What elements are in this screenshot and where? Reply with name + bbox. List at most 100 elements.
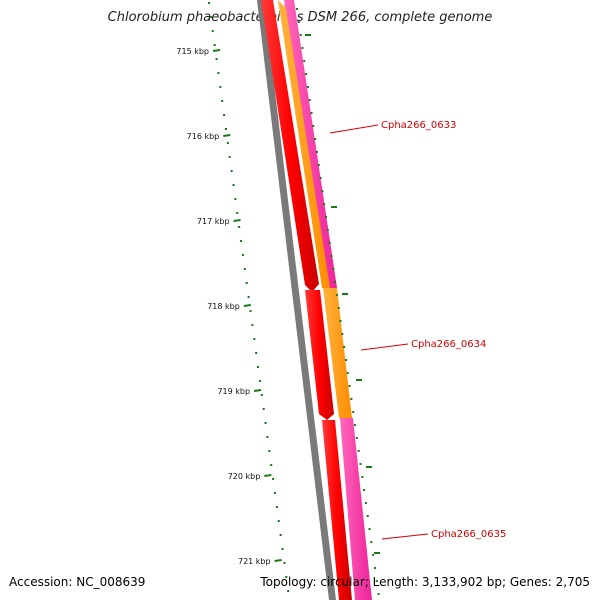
gc-dot — [346, 372, 349, 374]
gc-dot — [370, 541, 373, 543]
gc-dot — [339, 320, 342, 322]
genome-backbone — [257, 0, 336, 600]
gene-label-0634[interactable]: Cpha266_0634 — [411, 339, 486, 350]
gc-dot — [219, 86, 222, 88]
gc-dot — [348, 385, 351, 387]
gc-dot — [279, 534, 282, 536]
gc-dot — [310, 112, 313, 114]
gc-dot — [257, 366, 260, 368]
gc-dot — [341, 333, 344, 335]
gc-dot — [330, 255, 333, 257]
tick-mark — [243, 304, 251, 307]
gc-dot — [350, 398, 353, 400]
reverse-strand-track — [278, 0, 372, 600]
gc-dot — [308, 99, 311, 101]
gc-dot — [275, 506, 278, 508]
reverse-gene-pink[interactable] — [340, 418, 372, 600]
gc-dot — [236, 212, 239, 214]
label-leader-line — [381, 533, 429, 540]
reverse-gene-orange[interactable] — [278, 0, 330, 288]
accession-label: Accession: NC_008639 — [9, 575, 146, 589]
gc-dot — [357, 450, 360, 452]
label-leader-line — [329, 124, 379, 134]
gc-dot — [337, 307, 340, 309]
gc-dot — [243, 268, 246, 270]
tick-label: 717 kbp — [197, 217, 230, 226]
gc-dot — [319, 177, 322, 179]
gc-dot — [209, 16, 212, 18]
gc-dot — [226, 142, 229, 144]
gc-dot — [312, 125, 315, 127]
gc-dot — [217, 72, 220, 74]
gc-dot — [245, 282, 248, 284]
tick-label: 716 kbp — [187, 132, 220, 141]
gc-dot — [361, 476, 364, 478]
gc-dot — [283, 562, 286, 564]
label-leader-line — [360, 343, 409, 351]
gc-dot — [363, 489, 366, 491]
gc-dot — [272, 478, 275, 480]
gene-label-0633[interactable]: Cpha266_0633 — [381, 120, 456, 131]
tick-mark — [233, 219, 241, 222]
gc-dot — [372, 554, 375, 556]
gc-dot — [277, 520, 280, 522]
gc-dot — [343, 346, 346, 348]
gc-dot — [232, 184, 235, 186]
gc-dot — [221, 100, 224, 102]
gc-dot — [335, 294, 338, 296]
gc-dot — [328, 242, 331, 244]
reverse-gene-orange[interactable] — [323, 288, 352, 418]
gc-dot — [241, 254, 244, 256]
gc-dot — [266, 436, 269, 438]
gc-dot — [296, 8, 298, 10]
coordinate-ticks: 715 kbp 716 kbp 717 kbp 718 kbp 719 kbp 720 k… — [176, 47, 282, 566]
gc-dot — [317, 164, 320, 166]
gc-dot — [325, 216, 328, 218]
forward-gene-arrow[interactable] — [305, 290, 334, 420]
gc-dot — [208, 2, 210, 4]
tick-label: 715 kbp — [176, 47, 209, 56]
tick-mark — [264, 474, 272, 477]
gc-dot — [228, 156, 231, 158]
gc-dot — [377, 593, 380, 595]
gc-dot — [364, 502, 367, 504]
gc-dot — [213, 44, 216, 46]
gc-dot — [314, 138, 317, 140]
gc-dot — [285, 576, 288, 578]
gc-dot — [321, 190, 324, 192]
genome-title: Chlorobium phaeobacteroides DSM 266, com… — [107, 10, 493, 25]
gc-dot — [373, 567, 376, 569]
gc-dot — [359, 463, 362, 465]
gc-dot — [215, 58, 218, 60]
gc-dot — [249, 310, 252, 312]
forward-gene-arrow[interactable] — [322, 420, 352, 600]
gene-labels: Cpha266_0633 Cpha266_0634 Cpha266_0635 — [329, 120, 506, 540]
gc-dot — [273, 492, 276, 494]
gc-dot — [301, 47, 304, 49]
gc-dot — [306, 86, 309, 88]
tick-label: 719 kbp — [217, 387, 250, 396]
gc-dot — [352, 411, 355, 413]
gc-dot — [223, 114, 226, 116]
gc-dot — [375, 580, 378, 582]
forward-gene-arrow[interactable] — [261, 0, 319, 292]
gc-dot — [264, 422, 267, 424]
gc-dot — [305, 73, 308, 75]
tick-label: 720 kbp — [228, 472, 261, 481]
tick-mark — [212, 49, 221, 52]
reverse-gene-pink[interactable] — [284, 0, 337, 288]
gc-dot — [238, 226, 241, 228]
gc-dot — [253, 338, 256, 340]
gc-dot — [299, 34, 302, 36]
gc-dot — [268, 450, 271, 452]
gc-dot — [247, 296, 250, 298]
gc-dot — [344, 359, 347, 361]
gc-dot — [354, 424, 357, 426]
gc-dot — [240, 240, 243, 242]
gc-dot — [332, 268, 335, 270]
gc-dot — [366, 515, 369, 517]
gene-label-0635[interactable]: Cpha266_0635 — [431, 529, 506, 540]
gc-dot — [211, 30, 214, 32]
forward-strand-track — [261, 0, 352, 600]
